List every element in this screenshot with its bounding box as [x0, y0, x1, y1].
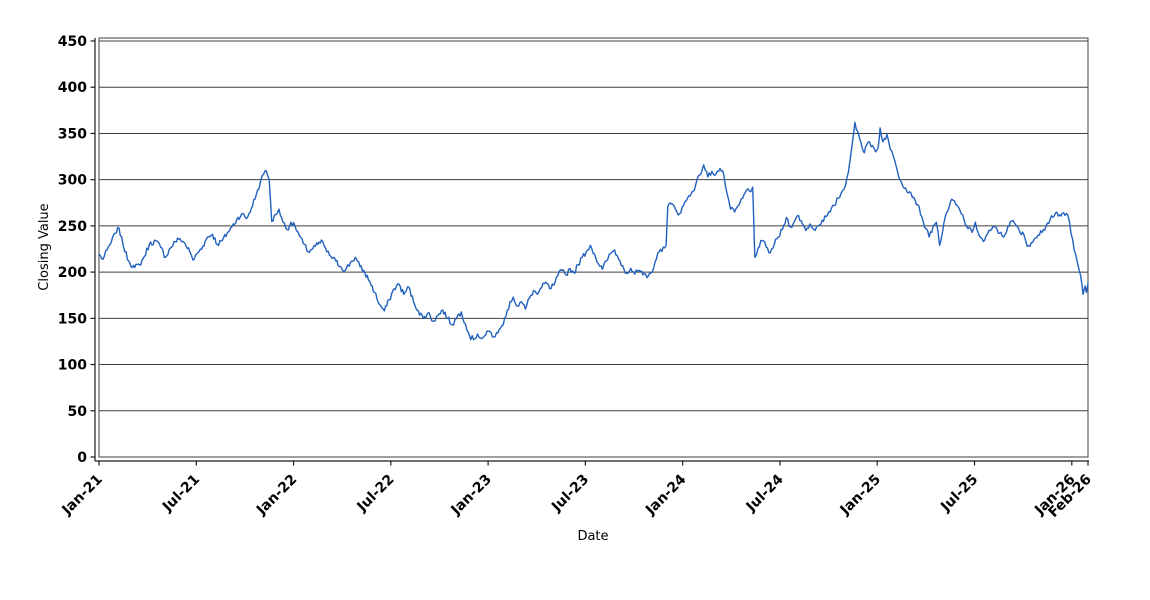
x-tick-label: Jan-21 [59, 472, 106, 519]
y-axis-tick-labels: 0 50 100 150 200 250 300 350 400 450 [58, 34, 87, 466]
y-tick-label: 200 [58, 265, 87, 281]
y-tick-label: 450 [58, 34, 87, 50]
y-tick-label: 50 [68, 404, 88, 420]
y-axis-title: Closing Value [37, 203, 52, 290]
y-tick-label: 300 [58, 173, 87, 189]
x-tick-label: Jan-22 [253, 472, 300, 519]
x-tick-label: Jan-24 [642, 471, 689, 518]
y-tick-label: 350 [58, 126, 87, 142]
x-axis-tick-labels: Jan-21 Jul-21 Jan-22 Jul-22 Jan-23 Jul-23 Jan-… [59, 471, 1095, 521]
y-tick-label: 150 [58, 311, 87, 327]
y-tick-label: 100 [58, 358, 87, 374]
x-tick-label: Jul-21 [159, 472, 203, 516]
x-tick-label: Jul-24 [743, 471, 787, 515]
x-tick-label: Jul-25 [937, 472, 981, 516]
x-tick-label: Jul-23 [548, 472, 592, 516]
y-tick-label: 250 [58, 219, 87, 235]
x-axis-title: Date [577, 529, 608, 544]
x-tick-label: Jan-23 [448, 472, 495, 519]
axes [90, 38, 1089, 466]
plot-frame [98, 37, 1089, 458]
x-tick-label: Jul-22 [354, 472, 398, 516]
y-tick-label: 0 [77, 450, 87, 466]
y-tick-label: 400 [58, 80, 87, 96]
horizontal-gridlines [99, 40, 1088, 412]
closing-value-line-series [98, 121, 1089, 341]
x-tick-label: Jan-25 [837, 472, 884, 519]
